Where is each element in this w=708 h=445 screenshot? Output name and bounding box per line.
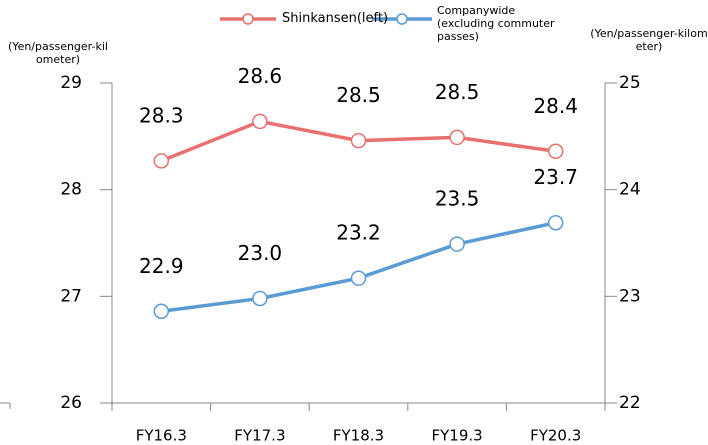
y2-tick-label: 22 [619, 393, 641, 413]
y-tick-label: 26 [60, 393, 82, 413]
y2-axis-label: (Yen/passenger-kilometer) [590, 27, 708, 53]
point [547, 214, 564, 231]
point [153, 153, 170, 169]
x-tick-label: FY19.3 [431, 427, 482, 445]
y-tick-label: 27 [60, 286, 82, 306]
y-axis-label: (Yen/passenger-kilometer) [8, 40, 108, 66]
data-label: 28.6 [238, 64, 283, 88]
point [547, 143, 564, 160]
x-tick-label: FY16.3 [136, 427, 187, 445]
data-label: 28.3 [139, 103, 184, 127]
y-tick-label: 29 [60, 73, 82, 93]
legend-label: Companywide (excluding commuter passes) [437, 4, 555, 43]
point [350, 132, 367, 149]
data-label: 23.7 [533, 165, 578, 189]
x-tick-label: FY18.3 [333, 427, 384, 445]
x-tick-label: FY20.3 [530, 427, 581, 445]
point [252, 290, 268, 307]
point [449, 236, 465, 252]
data-label: 28.5 [435, 80, 480, 104]
y2-tick-label: 23 [619, 286, 641, 306]
legend-marker [242, 13, 254, 25]
y2-tick-label: 25 [619, 73, 641, 93]
point [449, 129, 465, 146]
x-tick-label: FY17.3 [234, 427, 285, 445]
data-label: 22.9 [139, 254, 184, 278]
point [252, 113, 268, 130]
y2-tick-label: 24 [619, 180, 641, 200]
data-label: 23.2 [336, 221, 381, 245]
legend-label: Shinkansen(left) [282, 11, 389, 26]
y-tick-label: 28 [60, 180, 82, 200]
data-label: 28.4 [533, 94, 578, 118]
legend-marker [396, 13, 408, 25]
data-label: 28.5 [336, 83, 381, 107]
data-label: 23.0 [238, 241, 283, 265]
point [153, 303, 170, 320]
point [350, 270, 367, 286]
data-label: 23.5 [435, 187, 480, 211]
